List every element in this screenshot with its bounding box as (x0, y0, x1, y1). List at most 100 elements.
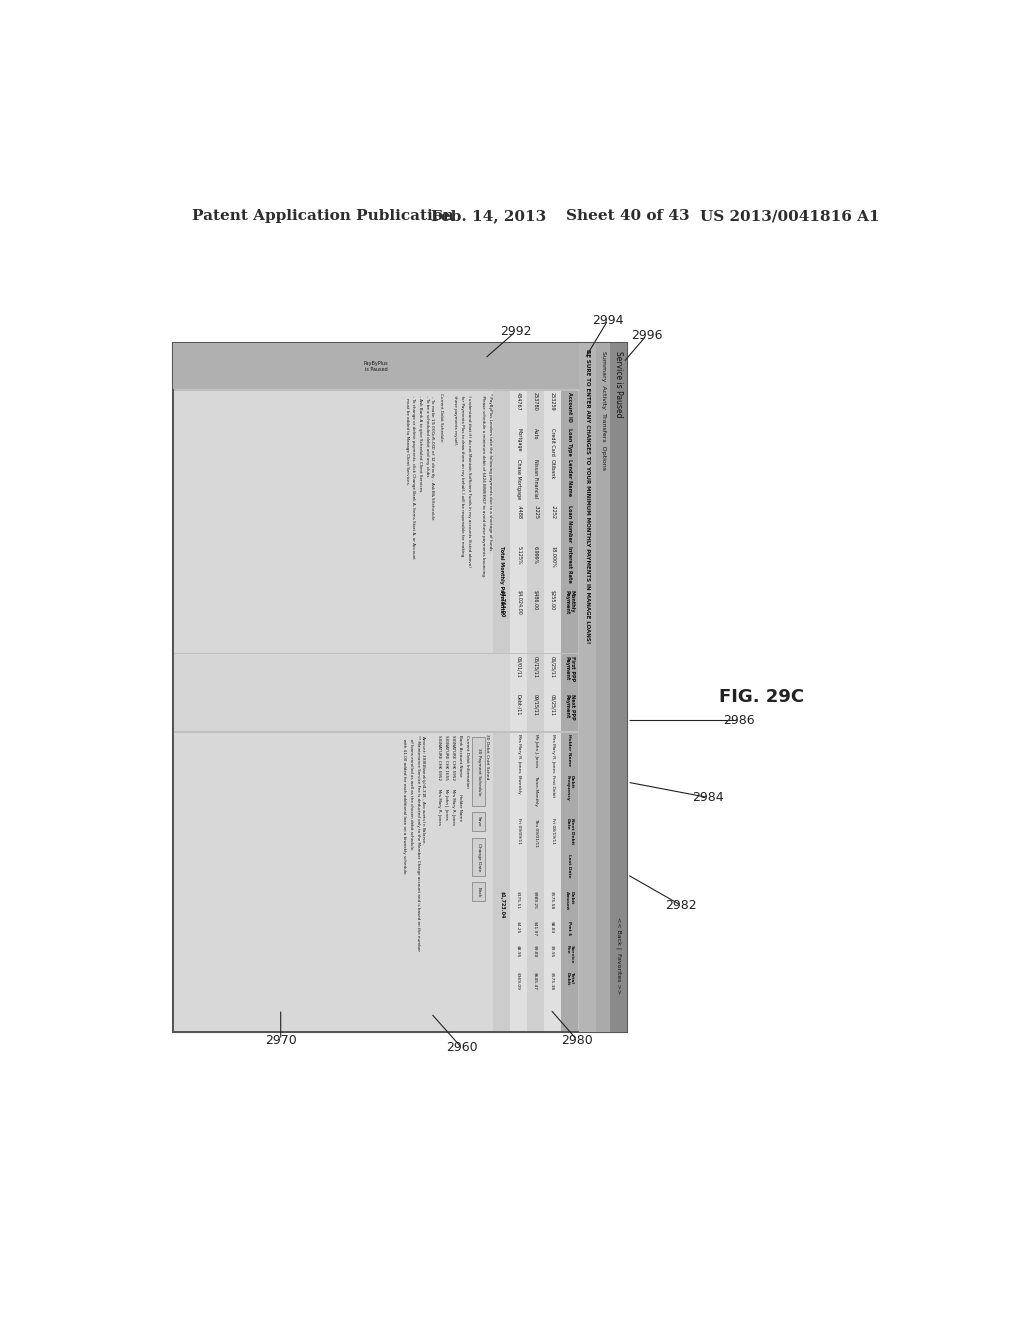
Text: 434767: 434767 (516, 392, 521, 412)
Text: 2986: 2986 (723, 714, 755, 727)
Text: .4488: .4488 (516, 506, 521, 519)
Text: I understand that if I do not Maintain Sufficient Funds in my accounts (listed a: I understand that if I do not Maintain S… (467, 393, 471, 568)
Text: Citibank: Citibank (550, 459, 555, 479)
Polygon shape (510, 655, 527, 731)
Polygon shape (472, 838, 484, 876)
Text: - Ask Bank A to give Scheduled Client Services.: - Ask Bank A to give Scheduled Client Se… (419, 393, 422, 492)
Text: 18.000%: 18.000% (550, 546, 555, 568)
Text: Service is Paused: Service is Paused (614, 351, 624, 417)
Text: Fri 09/09/11: Fri 09/09/11 (517, 817, 520, 843)
Text: $486.00: $486.00 (534, 590, 538, 610)
Text: First Debit: First Debit (551, 775, 555, 797)
Text: 2996: 2996 (631, 329, 663, 342)
Text: Credit Card: Credit Card (550, 428, 555, 455)
Text: SIGNATURE CHK 5952       Mrs Mary R. Jones: SIGNATURE CHK 5952 Mrs Mary R. Jones (437, 735, 441, 825)
Text: Save: Save (476, 816, 480, 828)
Polygon shape (527, 391, 544, 653)
Text: Change Date: Change Date (476, 842, 480, 871)
Text: Mrs Mary R. Jones: Mrs Mary R. Jones (517, 734, 520, 774)
Text: 2984: 2984 (692, 791, 724, 804)
Polygon shape (472, 882, 484, 902)
Text: Patent Application Publication: Patent Application Publication (193, 209, 455, 223)
Text: Please schedule a minimum debit of $424 BIWEEKLY to avoid these payments bouncin: Please schedule a minimum debit of $424 … (480, 393, 484, 577)
Text: Next Debit
Date: Next Debit Date (565, 817, 573, 843)
Text: 06/25/11: 06/25/11 (550, 694, 555, 717)
Polygon shape (580, 343, 596, 1032)
Text: $375.51: $375.51 (517, 891, 520, 908)
Polygon shape (561, 733, 578, 1031)
Text: Mr John J. Jones: Mr John J. Jones (534, 734, 538, 768)
Text: - To be a scheduled debit and any clubs: - To be a scheduled debit and any clubs (425, 393, 429, 477)
Polygon shape (596, 343, 610, 1032)
Text: Debt-/11: Debt-/11 (516, 694, 521, 715)
Text: 6.999%: 6.999% (534, 546, 538, 565)
Text: $989.25: $989.25 (534, 891, 538, 908)
Polygon shape (174, 655, 578, 731)
Text: Amount: $388 (Biweekly) / $4,318 - Accounts In Balance.: Amount: $388 (Biweekly) / $4,318 - Accou… (419, 735, 427, 846)
Text: Summary  Activity  Transfers  Options: Summary Activity Transfers Options (601, 351, 606, 470)
Text: Interest Rate: Interest Rate (567, 546, 572, 583)
Polygon shape (174, 733, 578, 1031)
Text: SIGNATURE CHK 1655       Mr John J. Jones: SIGNATURE CHK 1655 Mr John J. Jones (443, 735, 447, 820)
Text: Monthly
Payment: Monthly Payment (564, 590, 574, 614)
Text: must be added to Manage Client Services.: must be added to Manage Client Services. (404, 393, 409, 486)
Polygon shape (173, 343, 580, 389)
Text: Nissan Financial: Nissan Financial (534, 459, 538, 498)
Text: Back: Back (476, 887, 480, 898)
Text: $575.58: $575.58 (551, 891, 555, 909)
Text: Fri 08/19/11: Fri 08/19/11 (551, 817, 555, 843)
Text: $4,024.00: $4,024.00 (516, 590, 521, 615)
Text: ** Maintenance Service Fee is deducted only to the Member Charge account and is : ** Maintenance Service Fee is deducted o… (416, 735, 420, 952)
Text: 253259: 253259 (550, 392, 555, 411)
Text: $41.97: $41.97 (534, 921, 538, 937)
Text: Auto: Auto (534, 428, 538, 440)
Polygon shape (544, 391, 561, 653)
Text: Loan Type: Loan Type (567, 428, 572, 455)
Text: Current Debit Schedule:: Current Debit Schedule: (439, 393, 443, 442)
Text: << Back |  Favorites >>: << Back | Favorites >> (616, 917, 622, 994)
Text: Thu 09/01/11: Thu 09/01/11 (534, 817, 538, 846)
Text: 5.125%: 5.125% (516, 546, 521, 565)
Text: 09/15/11: 09/15/11 (534, 694, 538, 717)
Text: with $1.00 added for each additional loan on a biweekly schedule.: with $1.00 added for each additional loa… (402, 735, 407, 875)
Text: 2982: 2982 (666, 899, 697, 912)
Text: .2252: .2252 (550, 506, 555, 519)
Polygon shape (472, 812, 484, 832)
Polygon shape (472, 737, 484, 807)
Text: BE SURE TO ENTER ANY CHANGES TO YOUR MINIMUM MONTHLY PAYMENTS IN MANAGE LOANS!: BE SURE TO ENTER ANY CHANGES TO YOUR MIN… (586, 350, 591, 644)
Text: Debit
Amount: Debit Amount (565, 891, 573, 909)
Text: Holder Name: Holder Name (567, 734, 571, 767)
Text: $369.09: $369.09 (517, 972, 520, 990)
Polygon shape (544, 655, 561, 731)
Text: Loan Number: Loan Number (567, 506, 572, 543)
Text: Lender Name: Lender Name (567, 459, 572, 496)
Text: Bank Account Name              Holder Name: Bank Account Name Holder Name (458, 735, 462, 821)
Text: 253780: 253780 (534, 392, 538, 412)
Text: these payments myself.: these payments myself. (453, 393, 457, 445)
Text: PayByPlus
is Paused: PayByPlus is Paused (364, 360, 388, 372)
Text: 05/15/11: 05/15/11 (534, 656, 538, 678)
Text: .3225: .3225 (534, 506, 538, 519)
Text: Feb. 14, 2013: Feb. 14, 2013 (431, 209, 546, 223)
Text: $9.80: $9.80 (534, 945, 538, 957)
Text: Last Date: Last Date (567, 854, 571, 878)
Text: $8.95: $8.95 (517, 945, 520, 957)
Text: Chase Mortgage: Chase Mortgage (516, 459, 521, 499)
Text: $9.95: $9.95 (551, 945, 555, 957)
Text: $645.47: $645.47 (534, 972, 538, 990)
Text: $575.38: $575.38 (551, 972, 555, 990)
Text: * PayByPlus Lenders take the following payments due to a shortage of funds.: * PayByPlus Lenders take the following p… (487, 393, 492, 552)
Text: 2970: 2970 (265, 1034, 297, 1047)
Polygon shape (174, 391, 578, 653)
Text: Total
Debit: Total Debit (565, 972, 573, 985)
Polygon shape (544, 733, 561, 1031)
Text: $255.00: $255.00 (550, 590, 555, 610)
Polygon shape (510, 733, 527, 1031)
Text: $4.25: $4.25 (517, 921, 520, 935)
Text: Total Monthly Payments:: Total Monthly Payments: (500, 546, 504, 615)
Text: 2994: 2994 (592, 314, 624, 326)
Polygon shape (494, 733, 510, 1031)
Text: FIG. 29C: FIG. 29C (720, 689, 805, 706)
Polygon shape (173, 343, 628, 1032)
Text: Biweekly: Biweekly (517, 775, 520, 795)
